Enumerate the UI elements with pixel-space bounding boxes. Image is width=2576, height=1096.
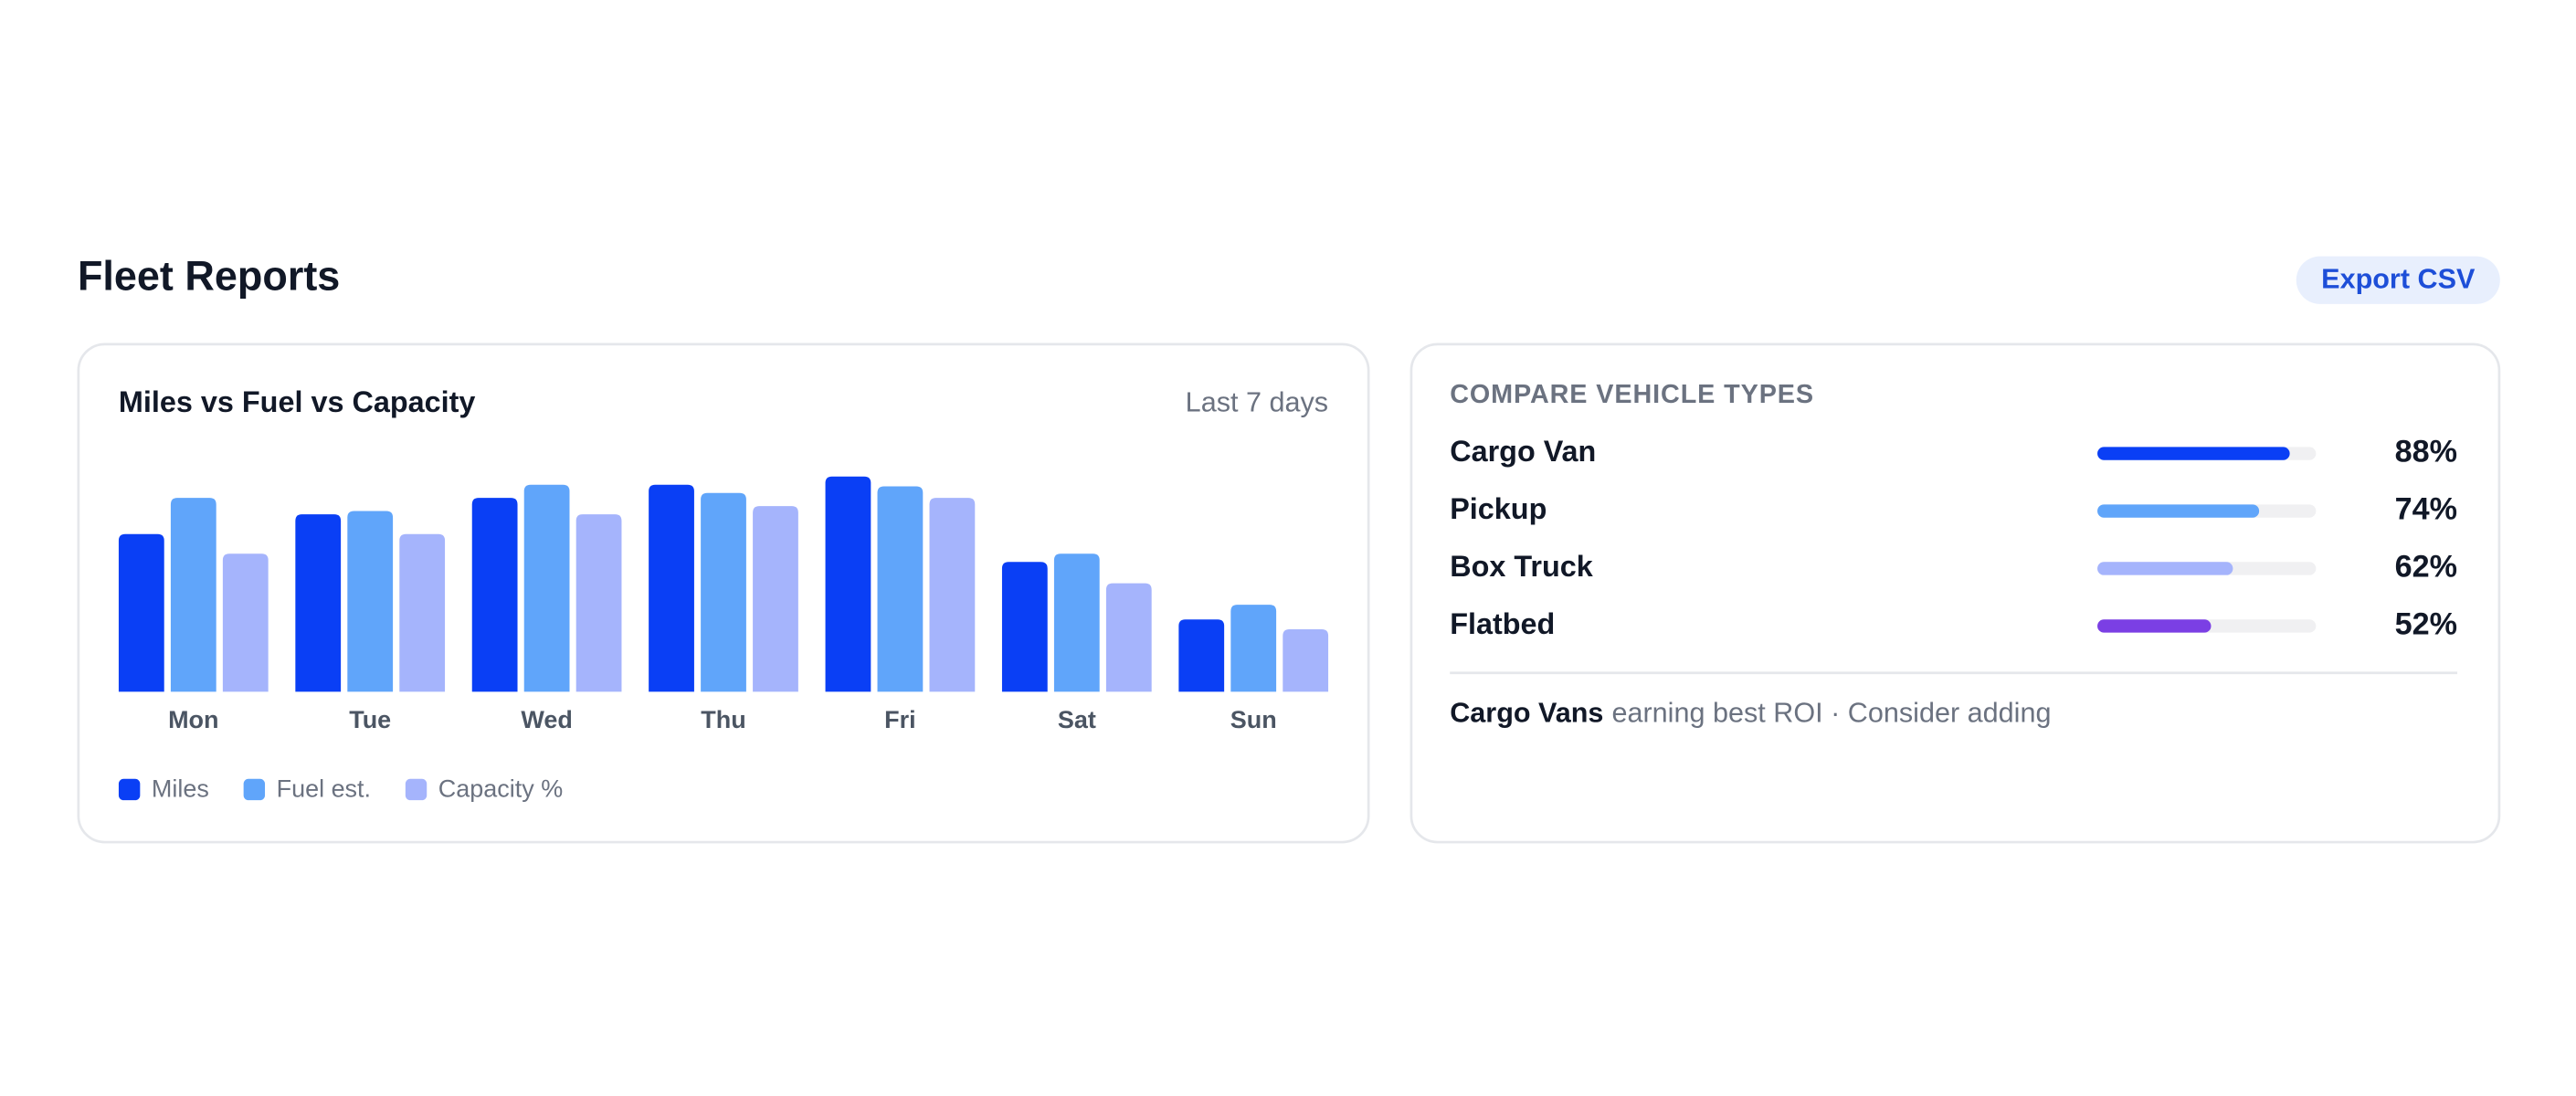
- bar: [825, 476, 871, 692]
- legend-swatch: [118, 778, 141, 801]
- bar: [118, 533, 164, 692]
- bar: [1283, 629, 1329, 692]
- chart-title: Miles vs Fuel vs Capacity: [119, 385, 475, 418]
- percent-label: 52%: [2395, 606, 2457, 641]
- progress-fill: [2097, 619, 2212, 633]
- compare-card: [1409, 342, 2501, 844]
- bar: [523, 484, 570, 692]
- vehicle-name: Box Truck: [1450, 550, 1594, 583]
- bar: [575, 514, 622, 692]
- bar: [701, 492, 746, 692]
- bar: [1178, 619, 1225, 692]
- legend-label: Miles: [152, 775, 209, 802]
- bar: [347, 511, 394, 692]
- note-text: earning best ROI · Consider adding: [1611, 698, 2051, 729]
- x-tick-label: Thu: [701, 706, 745, 733]
- bar: [649, 484, 694, 692]
- vehicle-name: Cargo Van: [1450, 435, 1596, 468]
- bar: [929, 498, 976, 692]
- bar: [295, 514, 342, 692]
- x-tick-label: Sun: [1230, 706, 1277, 733]
- vehicle-name: Flatbed: [1450, 607, 1555, 640]
- bar: [170, 498, 216, 692]
- bar: [471, 498, 518, 692]
- progress-fill: [2097, 447, 2290, 460]
- bar: [1053, 553, 1100, 692]
- progress-fill: [2097, 562, 2233, 575]
- legend-swatch: [243, 778, 266, 801]
- bar: [1001, 562, 1048, 692]
- button-label[interactable]: Export CSV: [2321, 264, 2476, 295]
- compare-title: COMPARE VEHICLE TYPES: [1450, 380, 1814, 409]
- progress-fill: [2097, 504, 2260, 518]
- compare-note: Cargo Vans earning best ROI · Consider ad…: [1450, 698, 2051, 729]
- bar: [753, 506, 798, 692]
- percent-label: 88%: [2395, 435, 2457, 469]
- bar: [399, 533, 446, 692]
- x-tick-label: Sat: [1058, 706, 1096, 733]
- vehicle-name: Pickup: [1450, 492, 1547, 525]
- bar: [877, 486, 924, 692]
- percent-label: 74%: [2395, 492, 2457, 527]
- page-title: Fleet Reports: [78, 253, 340, 300]
- bar: [1105, 583, 1152, 692]
- x-tick-label: Mon: [168, 706, 218, 733]
- note-highlight: Cargo Vans: [1450, 698, 1603, 729]
- x-tick-label: Wed: [521, 706, 572, 733]
- bar: [1230, 605, 1277, 692]
- chart-subtitle: Last 7 days: [1186, 387, 1328, 418]
- percent-label: 62%: [2395, 550, 2457, 585]
- legend-swatch: [405, 778, 428, 801]
- export-button[interactable]: Export CSV: [2296, 256, 2500, 304]
- button-background[interactable]: [2296, 256, 2500, 304]
- legend-label: Fuel est.: [277, 775, 371, 802]
- x-tick-label: Fri: [884, 706, 915, 733]
- bar: [222, 553, 269, 692]
- legend-label: Capacity %: [438, 775, 563, 802]
- x-tick-label: Tue: [349, 706, 391, 733]
